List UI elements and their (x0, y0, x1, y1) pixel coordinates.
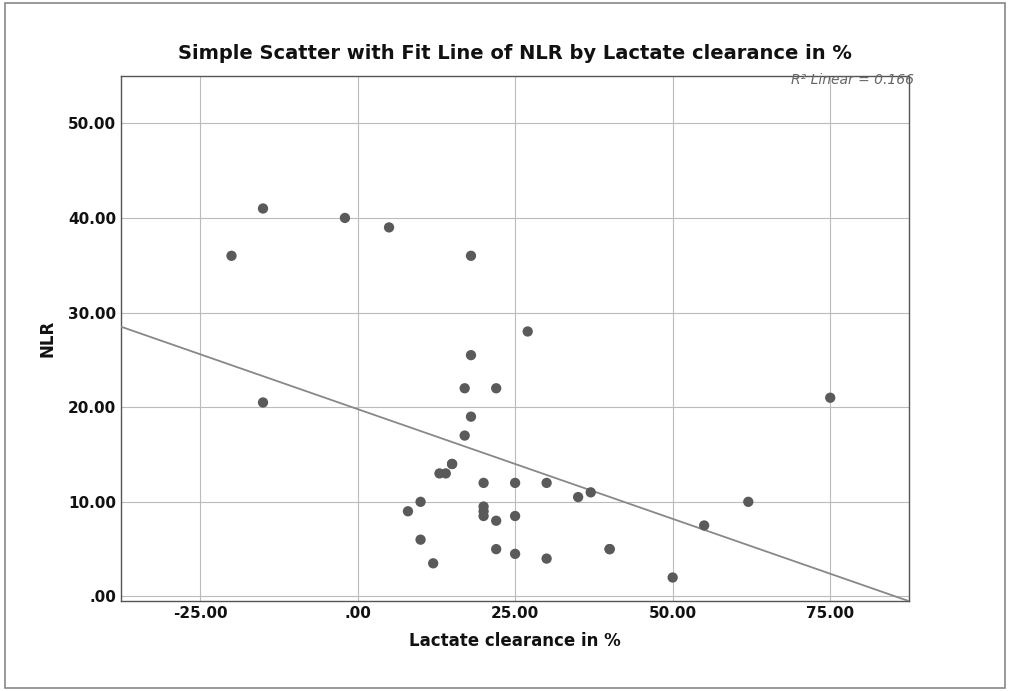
Point (602, 544, 618, 555)
Point (488, 383, 504, 394)
Point (538, 553, 554, 564)
Title: Simple Scatter with Fit Line of NLR by Lactate clearance in %: Simple Scatter with Fit Line of NLR by L… (178, 44, 852, 64)
Point (476, 477, 492, 489)
Point (476, 506, 492, 517)
Point (507, 549, 523, 560)
Point (665, 572, 681, 583)
Point (431, 468, 447, 479)
Point (337, 212, 354, 223)
Point (425, 558, 441, 569)
Text: R² Linear = 0.166: R² Linear = 0.166 (791, 73, 914, 86)
Y-axis label: NLR: NLR (39, 320, 57, 357)
Point (437, 468, 453, 479)
Point (519, 326, 535, 337)
Point (476, 501, 492, 512)
Point (457, 430, 473, 441)
Point (507, 511, 523, 522)
Point (412, 534, 428, 545)
Point (602, 544, 618, 555)
Point (381, 222, 397, 233)
Point (412, 496, 428, 507)
Point (463, 411, 479, 422)
Point (822, 392, 838, 404)
Point (538, 477, 554, 489)
Point (444, 458, 461, 469)
Point (444, 458, 461, 469)
X-axis label: Lactate clearance in %: Lactate clearance in % (409, 632, 621, 650)
Point (400, 506, 416, 517)
Point (255, 203, 271, 214)
Point (507, 477, 523, 489)
Point (255, 397, 271, 408)
Point (696, 520, 712, 531)
Point (457, 383, 473, 394)
Point (583, 487, 599, 498)
Point (463, 250, 479, 261)
Point (740, 496, 756, 507)
Point (570, 491, 586, 502)
Point (488, 515, 504, 527)
Point (476, 511, 492, 522)
Point (488, 544, 504, 555)
Point (223, 250, 239, 261)
Point (463, 350, 479, 361)
